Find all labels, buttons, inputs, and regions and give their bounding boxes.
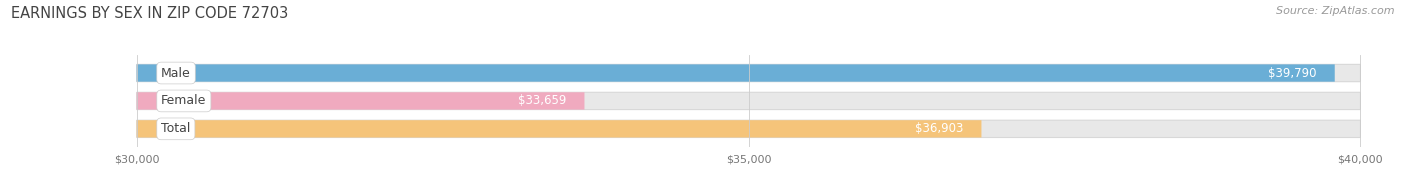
Text: Female: Female bbox=[162, 94, 207, 107]
Text: Source: ZipAtlas.com: Source: ZipAtlas.com bbox=[1277, 6, 1395, 16]
FancyBboxPatch shape bbox=[136, 120, 981, 138]
FancyBboxPatch shape bbox=[136, 120, 1361, 138]
Text: Total: Total bbox=[162, 122, 191, 135]
FancyBboxPatch shape bbox=[136, 92, 1361, 110]
Text: $39,790: $39,790 bbox=[1268, 66, 1316, 80]
Text: Male: Male bbox=[162, 66, 191, 80]
FancyBboxPatch shape bbox=[136, 92, 585, 110]
FancyBboxPatch shape bbox=[136, 64, 1361, 82]
Text: $36,903: $36,903 bbox=[915, 122, 963, 135]
FancyBboxPatch shape bbox=[136, 64, 1334, 82]
Text: $33,659: $33,659 bbox=[517, 94, 567, 107]
Text: EARNINGS BY SEX IN ZIP CODE 72703: EARNINGS BY SEX IN ZIP CODE 72703 bbox=[11, 6, 288, 21]
